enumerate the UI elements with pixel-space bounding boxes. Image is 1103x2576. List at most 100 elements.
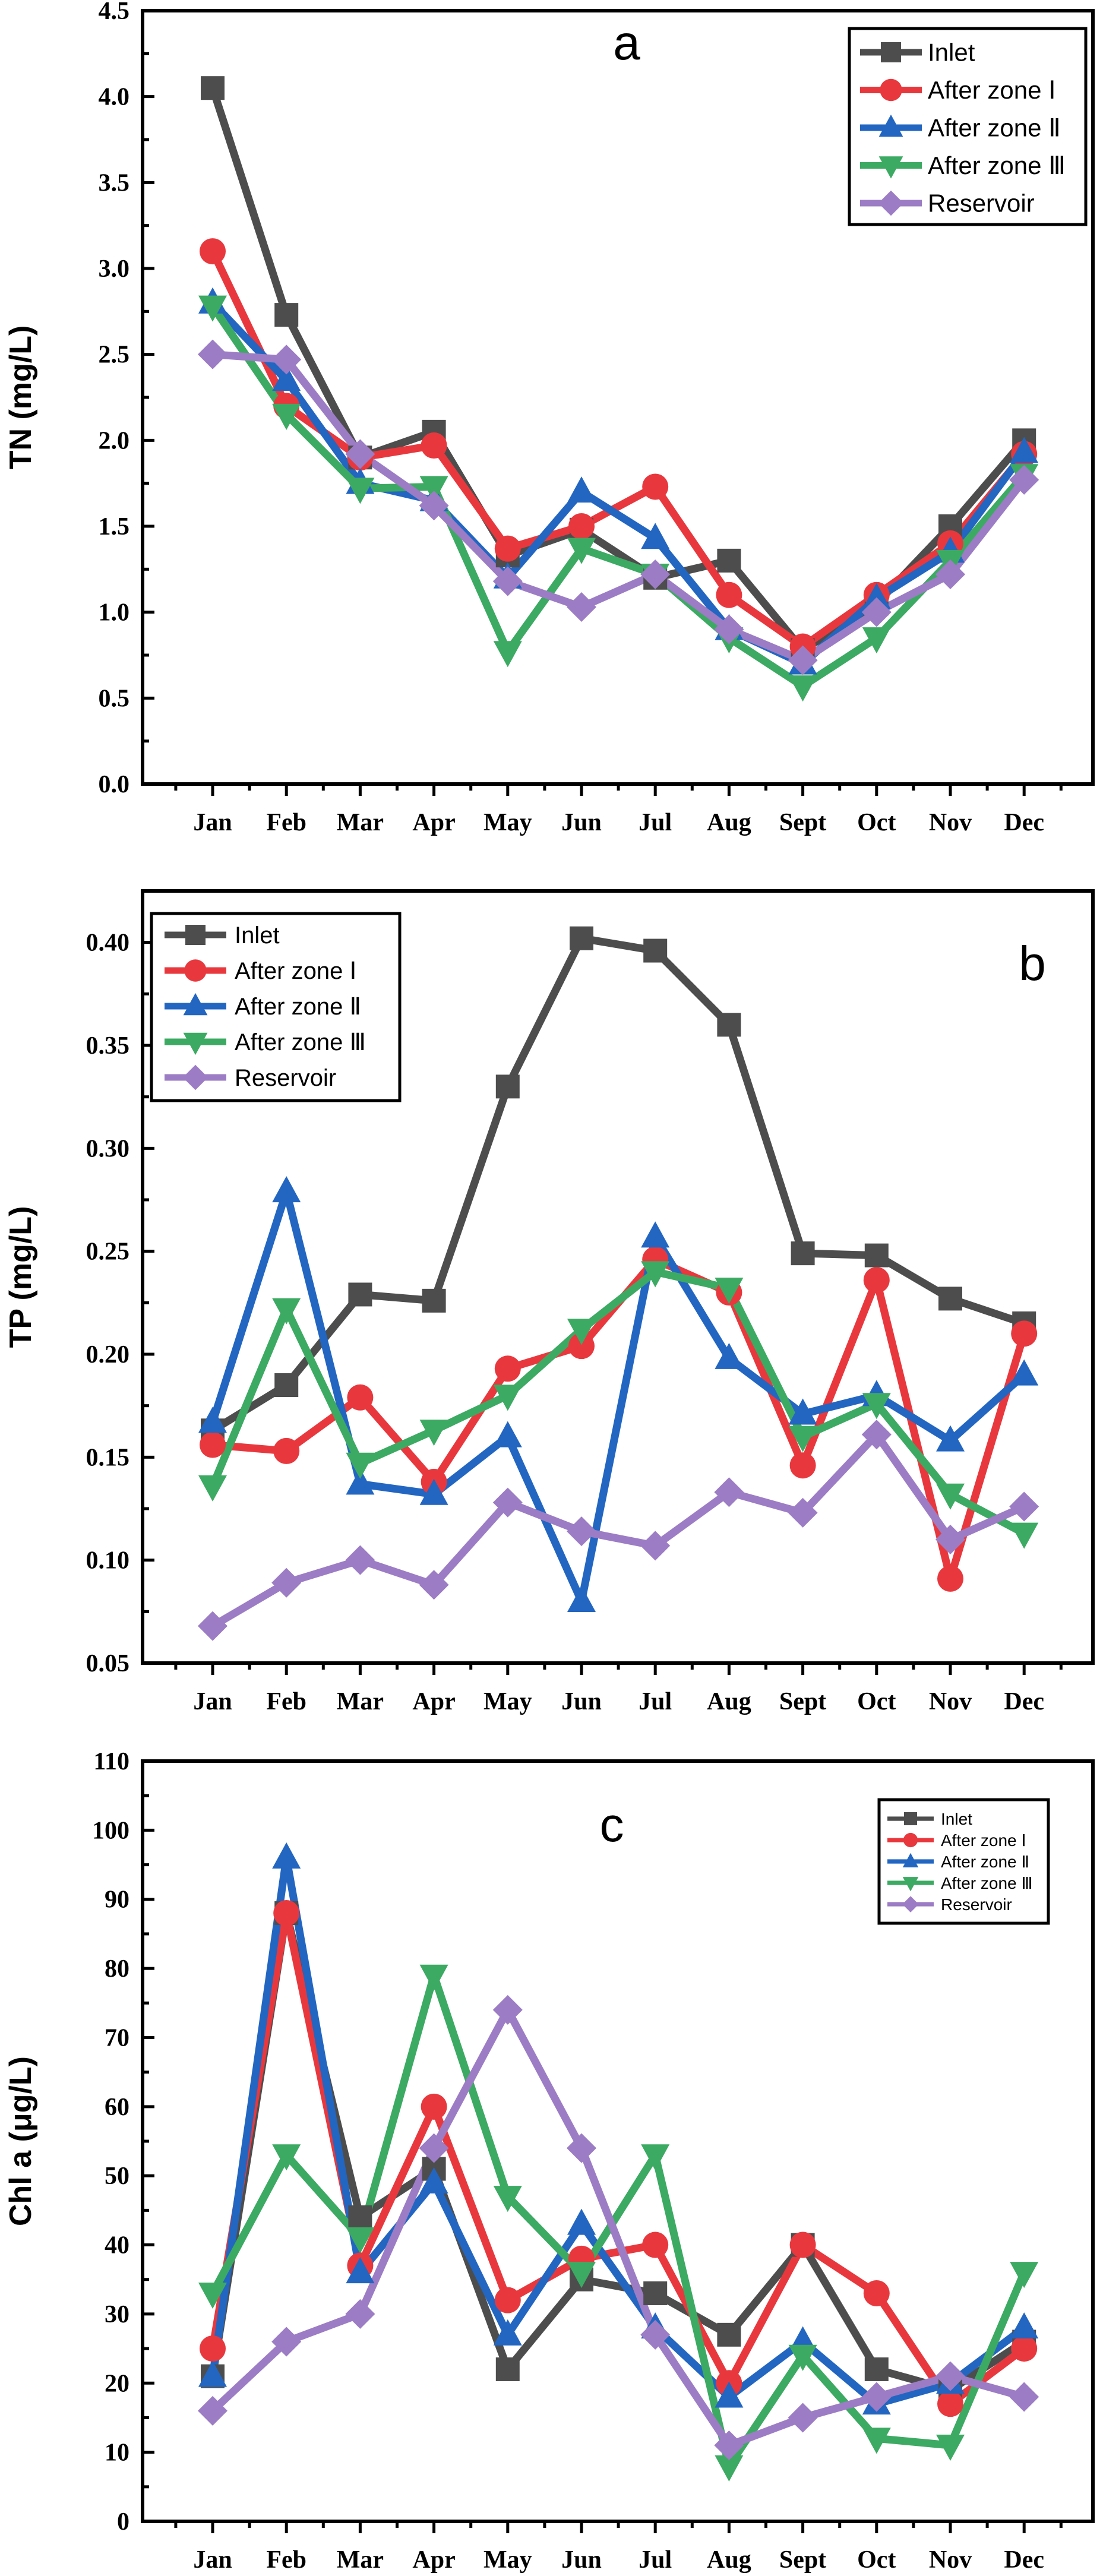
data-point (492, 566, 523, 596)
panel-letter: b (1019, 937, 1046, 991)
data-point (567, 476, 596, 503)
x-tick-label: May (483, 809, 532, 836)
legend-marker (878, 114, 903, 137)
data-point (641, 1221, 670, 1248)
data-point (493, 1421, 522, 1447)
y-tick-label: 20 (105, 2370, 129, 2397)
legend-marker (183, 993, 208, 1016)
legend-marker (183, 1032, 208, 1055)
data-point (788, 1398, 817, 1425)
data-point (640, 2319, 671, 2350)
data-point (862, 627, 891, 654)
data-point (715, 1342, 744, 1369)
data-point (272, 403, 301, 430)
x-tick-label: Nov (929, 809, 972, 836)
x-tick-label: Sept (779, 809, 826, 836)
y-tick-label: 4.0 (99, 84, 130, 111)
data-point (789, 2232, 816, 2258)
x-tick-label: Oct (857, 809, 896, 836)
x-tick-label: Apr (412, 809, 455, 836)
y-tick-label: 30 (105, 2301, 129, 2328)
data-point (714, 1477, 744, 1507)
data-point (567, 538, 596, 564)
y-tick-label: 50 (105, 2163, 129, 2190)
data-point (201, 76, 225, 100)
data-point (1010, 2312, 1039, 2339)
x-tick-label: Aug (707, 809, 751, 836)
x-tick-label: Jun (561, 2546, 602, 2574)
x-tick-label: Oct (857, 2546, 896, 2574)
data-point (346, 1468, 375, 1495)
data-point (200, 1431, 226, 1458)
data-point (936, 560, 965, 590)
data-point (641, 2144, 670, 2171)
data-point (419, 1570, 449, 1600)
chart-panel-b: 0.05 0.10 0.15 0.20 0.25 0.30 0.35 0.40 Jan Feb Ma… (4, 889, 1095, 1715)
x-tick-label: Apr (412, 2546, 455, 2574)
data-point (271, 344, 302, 375)
data-point (419, 2133, 449, 2163)
y-tick-label: 10 (105, 2439, 129, 2467)
y-tick-label: 0.20 (86, 1341, 130, 1368)
data-point (1009, 2382, 1039, 2412)
series-line-1 (208, 1909, 1027, 2408)
legend-label: After zone Ⅲ (928, 151, 1066, 179)
x-tick-label: Mar (337, 1688, 384, 1715)
x-tick-label: Aug (707, 2546, 751, 2574)
data-point (862, 2428, 891, 2454)
data-point (198, 1406, 227, 1433)
data-point (642, 2232, 669, 2258)
data-point (271, 1567, 302, 1598)
series-line-4 (210, 2006, 1025, 2449)
data-point (492, 1487, 523, 1518)
legend-marker (902, 1853, 919, 1867)
data-point (789, 1452, 816, 1479)
legend-marker (878, 156, 903, 179)
y-tick-label: 90 (105, 1886, 129, 1914)
y-tick-label: 80 (105, 1955, 129, 1983)
y-tick-label: 60 (105, 2094, 129, 2121)
data-point (570, 926, 593, 950)
data-point (863, 1267, 890, 1294)
data-point (717, 1013, 741, 1037)
y-tick-label: 0.0 (99, 771, 130, 798)
y-tick-label: 3.0 (99, 255, 130, 283)
data-point (788, 645, 818, 675)
legend: Inlet After zone Ⅰ After zone Ⅱ After zone … (848, 27, 1088, 226)
y-tick-label: 110 (93, 1748, 129, 1775)
x-tick-label: Nov (929, 2546, 972, 2574)
data-point (272, 1298, 301, 1325)
data-point (348, 2205, 372, 2229)
data-point (272, 2144, 301, 2171)
data-point (493, 1385, 522, 1411)
data-point (567, 2208, 596, 2235)
y-axis-title: TP (mg/L) (4, 1206, 38, 1348)
data-point (419, 476, 448, 502)
data-point (788, 2344, 817, 2371)
data-point (937, 2391, 963, 2417)
x-tick-label: Jan (193, 2546, 232, 2574)
data-point (936, 2435, 965, 2461)
y-axis-title: Chl a (μg/L) (4, 2056, 38, 2226)
data-point (495, 2357, 520, 2381)
legend-label: Reservoir (941, 1895, 1012, 1914)
x-tick-label: Feb (266, 2546, 306, 2574)
data-point (1009, 1491, 1039, 1522)
x-tick-label: Nov (929, 1688, 972, 1715)
legend-label: Reservoir (928, 189, 1035, 217)
x-tick-label: Jan (193, 809, 232, 836)
legend-marker (185, 925, 206, 945)
data-point (493, 641, 522, 668)
data-point (345, 1545, 375, 1575)
data-point (347, 1384, 374, 1411)
data-point (421, 2093, 447, 2120)
series-line-3 (209, 304, 1028, 690)
x-tick-label: Mar (337, 809, 384, 836)
data-point (494, 535, 521, 562)
chart-panel-c: 0 10 20 30 40 50 60 70 80 90 100 110 Jan Feb Mar Apr May… (4, 1748, 1095, 2574)
data-point (567, 2262, 596, 2289)
data-point (715, 1278, 744, 1304)
data-point (274, 303, 299, 327)
legend-marker (881, 42, 901, 62)
